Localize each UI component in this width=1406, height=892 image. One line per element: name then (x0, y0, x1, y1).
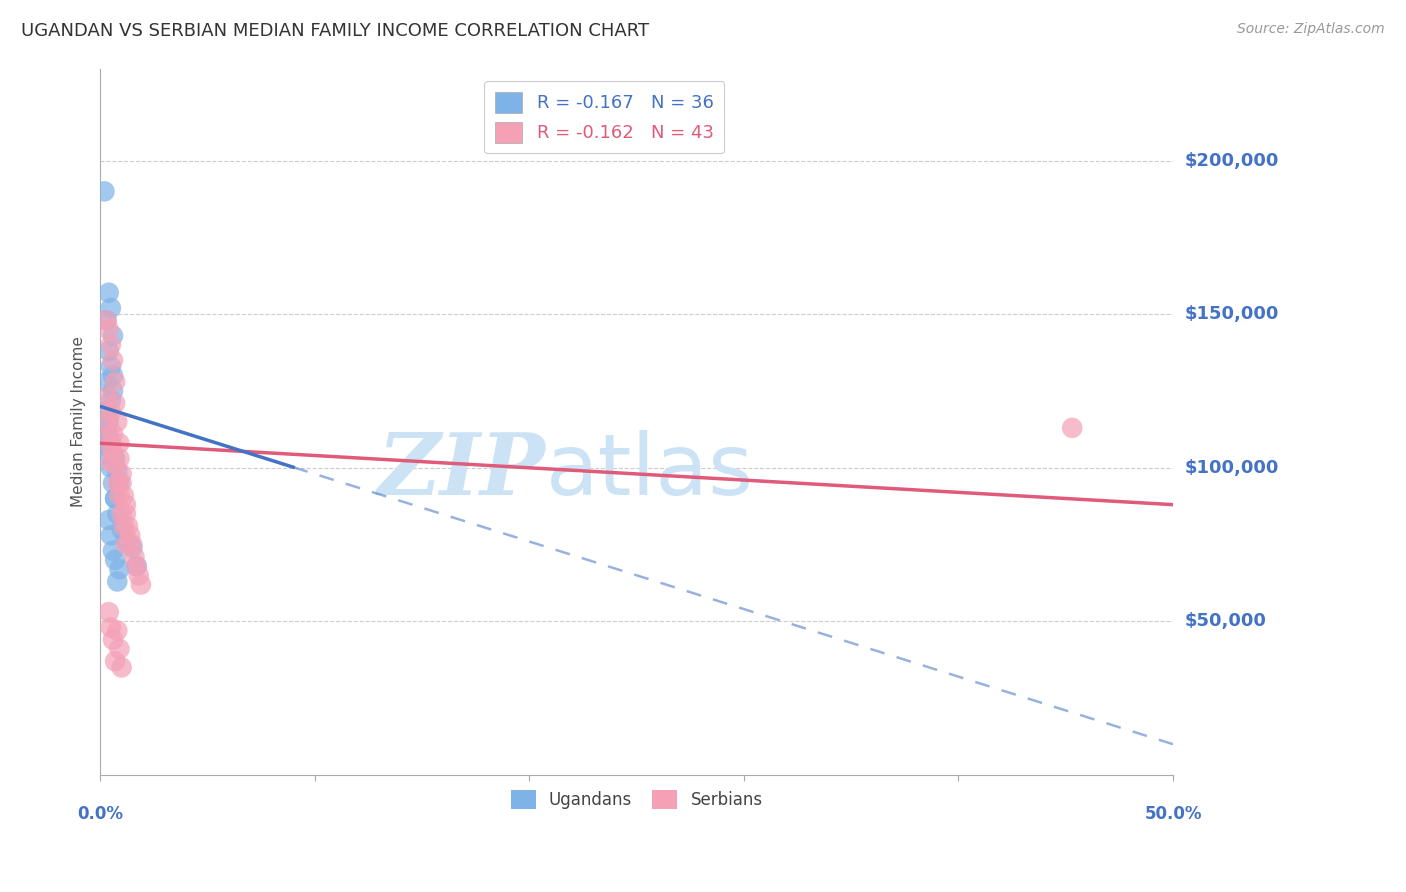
Point (108, 436, 131, 450)
Point (110, 476, 132, 491)
Point (101, 543, 124, 558)
Point (124, 549, 146, 564)
Point (110, 507, 132, 521)
Point (101, 632, 124, 647)
Point (105, 574, 128, 589)
Point (110, 522, 132, 536)
Point (105, 464, 128, 478)
Point (105, 624, 128, 638)
Point (105, 476, 128, 491)
Point (100, 436, 122, 450)
Text: $100,000: $100,000 (1184, 458, 1278, 477)
Point (97, 605, 120, 619)
Point (96, 405, 118, 419)
Point (96, 439, 118, 453)
Legend: Ugandans, Serbians: Ugandans, Serbians (503, 783, 769, 816)
Point (97, 415, 120, 429)
Point (97, 344, 120, 359)
Point (96, 375, 118, 389)
Point (110, 660, 132, 674)
Point (97, 285, 120, 300)
Point (100, 301, 122, 315)
Point (104, 491, 127, 506)
Point (104, 458, 127, 472)
Point (96, 415, 118, 429)
Point (100, 338, 122, 352)
Point (115, 507, 138, 521)
Point (125, 559, 148, 574)
Point (97, 449, 120, 463)
Y-axis label: Median Family Income: Median Family Income (72, 336, 86, 508)
Text: 0.0%: 0.0% (77, 805, 124, 823)
Point (108, 642, 131, 657)
Point (97, 430, 120, 444)
Point (104, 375, 127, 389)
Text: atlas: atlas (546, 430, 754, 513)
Point (96, 424, 118, 438)
Point (121, 538, 143, 552)
Point (101, 368, 124, 383)
Point (96, 390, 118, 404)
Point (1062, 421, 1084, 435)
Point (104, 654, 127, 668)
Point (108, 451, 131, 466)
Text: $200,000: $200,000 (1184, 152, 1278, 169)
Point (96, 313, 118, 327)
Point (115, 538, 138, 552)
Point (110, 467, 132, 481)
Point (115, 498, 138, 512)
Point (129, 577, 152, 591)
Point (101, 427, 124, 442)
Text: 50.0%: 50.0% (1144, 805, 1202, 823)
Point (104, 396, 127, 410)
Point (93, 185, 115, 199)
Point (101, 476, 124, 491)
Text: UGANDAN VS SERBIAN MEDIAN FAMILY INCOME CORRELATION CHART: UGANDAN VS SERBIAN MEDIAN FAMILY INCOME … (21, 22, 650, 40)
Point (108, 488, 131, 502)
Point (100, 455, 122, 469)
Point (108, 562, 131, 576)
Point (108, 476, 131, 491)
Point (125, 559, 148, 574)
Point (100, 460, 122, 475)
Point (101, 384, 124, 398)
Point (115, 532, 138, 546)
Point (112, 488, 135, 502)
Text: $50,000: $50,000 (1184, 613, 1265, 631)
Point (100, 528, 122, 542)
Text: $150,000: $150,000 (1184, 305, 1278, 323)
Point (120, 528, 142, 542)
Point (100, 405, 122, 419)
Text: ZIP: ZIP (377, 429, 546, 513)
Point (97, 430, 120, 444)
Point (117, 519, 139, 533)
Text: Source: ZipAtlas.com: Source: ZipAtlas.com (1237, 22, 1385, 37)
Point (101, 353, 124, 368)
Point (105, 415, 128, 429)
Point (97, 513, 120, 527)
Point (96, 313, 118, 327)
Point (100, 620, 122, 634)
Point (100, 359, 122, 374)
Point (121, 541, 143, 555)
Point (112, 519, 135, 533)
Point (101, 445, 124, 459)
Point (101, 328, 124, 343)
Point (105, 507, 128, 521)
Point (100, 439, 122, 453)
Point (104, 451, 127, 466)
Point (104, 491, 127, 506)
Point (97, 322, 120, 336)
Point (100, 393, 122, 408)
Point (104, 553, 127, 567)
Point (128, 568, 150, 582)
